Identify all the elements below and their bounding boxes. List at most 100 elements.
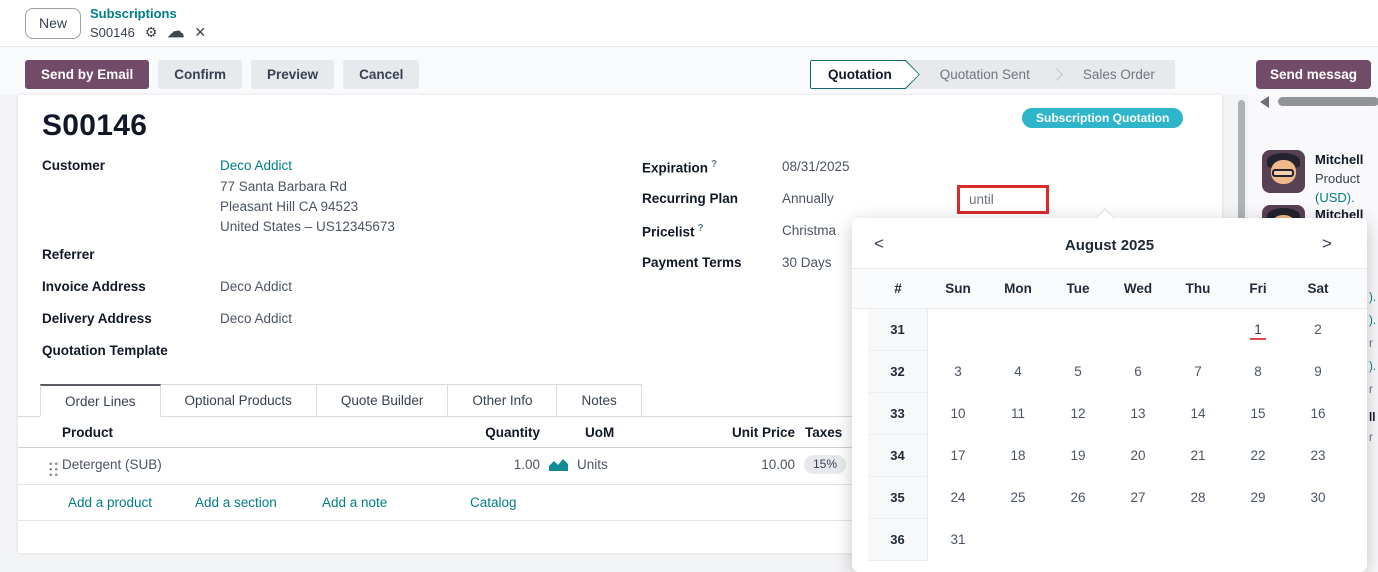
calendar-day[interactable]: 15: [1250, 406, 1266, 421]
calendar-day[interactable]: 9: [1314, 364, 1322, 379]
add-a-note-link[interactable]: Add a note: [322, 495, 388, 510]
quotation-template-field[interactable]: [220, 343, 520, 361]
status-step-sales-order[interactable]: Sales Order: [1082, 67, 1155, 82]
calendar-prev-icon[interactable]: <: [874, 234, 884, 253]
recurring-plan-value[interactable]: Annually: [782, 191, 834, 206]
calendar-day[interactable]: 28: [1190, 490, 1206, 505]
status-step-quotation[interactable]: Quotation: [810, 60, 920, 89]
calendar-day[interactable]: 17: [950, 448, 966, 463]
confirm-button[interactable]: Confirm: [158, 60, 243, 89]
preview-button[interactable]: Preview: [251, 60, 335, 89]
calendar-day[interactable]: 20: [1130, 448, 1146, 463]
calendar-day[interactable]: 7: [1194, 364, 1202, 379]
calendar-day[interactable]: 23: [1310, 448, 1326, 463]
forecast-chart-icon[interactable]: [548, 457, 569, 472]
tab-quote-builder[interactable]: Quote Builder: [315, 384, 449, 417]
tab-notes[interactable]: Notes: [556, 384, 642, 417]
catalog-link[interactable]: Catalog: [470, 495, 517, 510]
calendar-dow-row: # Sun Mon Tue Wed Thu Fri Sat: [852, 268, 1367, 309]
help-icon[interactable]: ?: [711, 159, 718, 170]
payment-terms-value[interactable]: 30 Days: [782, 255, 832, 270]
expiration-value[interactable]: 08/31/2025: [782, 159, 850, 174]
action-buttons: Send by Email Confirm Preview Cancel: [25, 60, 420, 89]
help-icon[interactable]: ?: [697, 223, 704, 234]
unit-price-cell[interactable]: 10.00: [761, 457, 795, 472]
calendar-day[interactable]: 4: [1014, 364, 1022, 379]
customer-name-link[interactable]: Deco Addict: [220, 158, 293, 173]
product-cell[interactable]: Detergent (SUB): [62, 457, 162, 472]
calendar-day[interactable]: 19: [1070, 448, 1086, 463]
clipped-message-fragment: ).: [1369, 361, 1377, 373]
delivery-address-label: Delivery Address: [42, 311, 152, 326]
tab-order-lines[interactable]: Order Lines: [40, 384, 161, 417]
calendar-day[interactable]: 10: [950, 406, 966, 421]
row-drag-handle[interactable]: [48, 461, 59, 477]
calendar-day[interactable]: 30: [1310, 490, 1326, 505]
tab-optional-products[interactable]: Optional Products: [159, 384, 317, 417]
panel-resize-handle[interactable]: [1278, 97, 1378, 106]
save-cloud-icon[interactable]: ☁: [167, 22, 185, 41]
quotation-template-label: Quotation Template: [42, 343, 168, 358]
today-label: 1: [1250, 322, 1266, 340]
calendar-day[interactable]: 29: [1250, 490, 1266, 505]
calendar-next-icon[interactable]: >: [1322, 234, 1332, 253]
calendar-day[interactable]: 3: [954, 364, 962, 379]
calendar-day[interactable]: 22: [1250, 448, 1266, 463]
invoice-address-value[interactable]: Deco Addict: [220, 279, 293, 294]
calendar-day[interactable]: 18: [1010, 448, 1026, 463]
panel-collapse-icon[interactable]: [1260, 96, 1269, 108]
calendar-day[interactable]: 11: [1010, 406, 1025, 421]
calendar-day[interactable]: 27: [1130, 490, 1146, 505]
new-button[interactable]: New: [25, 8, 82, 39]
pricelist-label: Pricelist?: [642, 223, 704, 240]
calendar-day[interactable]: 8: [1254, 364, 1262, 379]
calendar-day[interactable]: 24: [950, 490, 966, 505]
calendar-day[interactable]: 26: [1070, 490, 1086, 505]
until-date-input[interactable]: until: [957, 185, 1049, 214]
customer-label: Customer: [42, 158, 106, 173]
message-currency-link[interactable]: (USD).: [1315, 190, 1355, 205]
calendar-day[interactable]: 25: [1010, 490, 1026, 505]
calendar-day[interactable]: 5: [1074, 364, 1082, 379]
breadcrumb-app-link[interactable]: Subscriptions: [90, 6, 177, 21]
cancel-button[interactable]: Cancel: [343, 60, 420, 89]
calendar-day[interactable]: 14: [1190, 406, 1206, 421]
send-message-button[interactable]: Send messag: [1256, 60, 1372, 89]
calendar-day[interactable]: 2: [1314, 322, 1322, 337]
add-a-section-link[interactable]: Add a section: [195, 495, 277, 510]
tab-other-info[interactable]: Other Info: [447, 384, 558, 417]
col-header-taxes[interactable]: Taxes: [805, 425, 843, 440]
avatar[interactable]: [1262, 150, 1305, 193]
calendar-day[interactable]: 31: [950, 532, 966, 547]
calendar-day[interactable]: 21: [1190, 448, 1206, 463]
notebook-tabs: Order Lines Optional Products Quote Buil…: [18, 384, 1222, 417]
add-a-product-link[interactable]: Add a product: [68, 495, 153, 510]
message-author[interactable]: Mitchell: [1315, 152, 1364, 167]
discard-icon[interactable]: ✕: [194, 23, 207, 40]
pricelist-value[interactable]: Christma: [782, 223, 837, 238]
status-step-quotation-sent[interactable]: Quotation Sent: [939, 67, 1030, 82]
col-header-quantity[interactable]: Quantity: [485, 425, 540, 440]
clipped-message-fragment: ).: [1369, 315, 1377, 327]
calendar-day[interactable]: 12: [1070, 406, 1086, 421]
delivery-address-value[interactable]: Deco Addict: [220, 311, 293, 326]
send-by-email-button[interactable]: Send by Email: [25, 60, 150, 89]
col-header-product[interactable]: Product: [62, 425, 114, 440]
referrer-field[interactable]: [220, 247, 520, 265]
week-number: 33: [868, 393, 928, 435]
calendar-day[interactable]: 6: [1134, 364, 1142, 379]
pricelist-label-text: Pricelist: [642, 224, 695, 240]
page-title: S00146: [42, 109, 148, 142]
quantity-cell[interactable]: 1.00: [513, 457, 540, 472]
dow-wed: Wed: [1123, 281, 1153, 296]
col-header-unit-price[interactable]: Unit Price: [731, 425, 795, 440]
gear-icon[interactable]: ⚙: [144, 23, 158, 40]
calendar-day-today[interactable]: 1: [1228, 309, 1288, 351]
uom-cell[interactable]: Units: [577, 457, 608, 472]
calendar-month-title: August 2025: [1064, 237, 1155, 254]
col-header-uom[interactable]: UoM: [585, 425, 615, 440]
calendar-day[interactable]: 13: [1130, 406, 1146, 421]
calendar-day[interactable]: 16: [1310, 406, 1326, 421]
tax-badge[interactable]: 15%: [804, 455, 847, 474]
